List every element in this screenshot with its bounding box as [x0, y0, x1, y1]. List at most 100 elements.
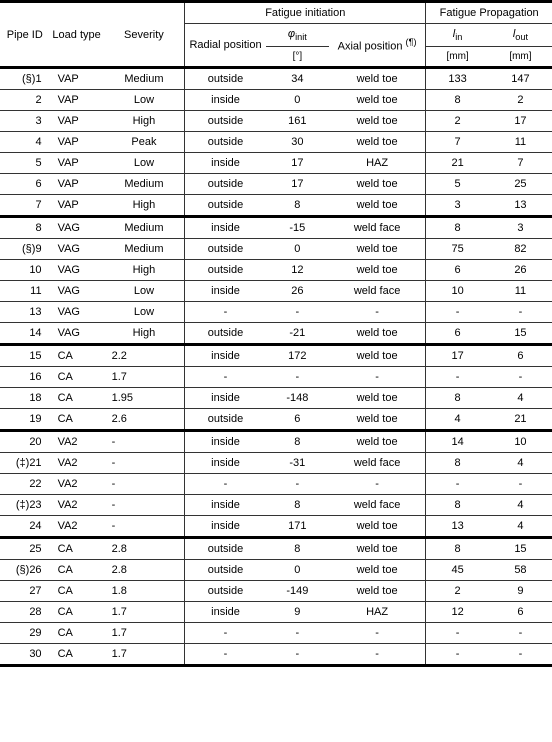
- cell-lout: 25: [489, 174, 552, 195]
- table-row: (§)26CA2.8outside0weld toe4558: [0, 560, 552, 581]
- cell-severity: 1.7: [104, 367, 185, 388]
- cell-radial: inside: [185, 453, 266, 474]
- cell-axial: weld toe: [329, 174, 426, 195]
- cell-severity: 2.8: [104, 538, 185, 560]
- cell-axial: weld toe: [329, 409, 426, 431]
- table-body: (§)1VAPMediumoutside34weld toe1331472VAP…: [0, 68, 552, 666]
- table-row: 25CA2.8outside8weld toe815: [0, 538, 552, 560]
- cell-radial: -: [185, 367, 266, 388]
- cell-lin: 2: [426, 111, 489, 132]
- cell-pipe-id: (§)9: [0, 239, 50, 260]
- cell-pipe-id: 28: [0, 602, 50, 623]
- cell-severity: 1.7: [104, 623, 185, 644]
- cell-lout: 21: [489, 409, 552, 431]
- cell-phi: 8: [266, 431, 329, 453]
- cell-load-type: CA: [50, 538, 104, 560]
- cell-lout: -: [489, 474, 552, 495]
- cell-phi: 34: [266, 68, 329, 90]
- cell-pipe-id: 4: [0, 132, 50, 153]
- cell-load-type: CA: [50, 367, 104, 388]
- cell-phi: -15: [266, 217, 329, 239]
- cell-lin: 45: [426, 560, 489, 581]
- cell-lout: 7: [489, 153, 552, 174]
- hdr-radial-position: Radial position: [185, 24, 266, 68]
- cell-load-type: CA: [50, 345, 104, 367]
- cell-lout: 26: [489, 260, 552, 281]
- cell-lin: 75: [426, 239, 489, 260]
- cell-pipe-id: 20: [0, 431, 50, 453]
- cell-axial: weld toe: [329, 90, 426, 111]
- cell-radial: outside: [185, 174, 266, 195]
- cell-load-type: VAP: [50, 111, 104, 132]
- cell-radial: inside: [185, 602, 266, 623]
- cell-lin: 133: [426, 68, 489, 90]
- cell-lout: 11: [489, 281, 552, 302]
- cell-severity: Medium: [104, 174, 185, 195]
- cell-pipe-id: (‡)23: [0, 495, 50, 516]
- cell-lin: 7: [426, 132, 489, 153]
- table-row: (§)1VAPMediumoutside34weld toe133147: [0, 68, 552, 90]
- table-row: (§)9VAGMediumoutside0weld toe7582: [0, 239, 552, 260]
- hdr-fatigue-initiation: Fatigue initiation: [185, 2, 426, 24]
- cell-radial: inside: [185, 345, 266, 367]
- cell-axial: weld toe: [329, 431, 426, 453]
- cell-load-type: VAG: [50, 323, 104, 345]
- cell-lout: 15: [489, 323, 552, 345]
- cell-severity: 2.2: [104, 345, 185, 367]
- cell-pipe-id: 18: [0, 388, 50, 409]
- cell-lout: -: [489, 367, 552, 388]
- cell-load-type: VAG: [50, 239, 104, 260]
- cell-phi: 30: [266, 132, 329, 153]
- cell-pipe-id: 16: [0, 367, 50, 388]
- cell-lin: 6: [426, 323, 489, 345]
- table-row: 30CA1.7-----: [0, 644, 552, 666]
- cell-severity: Low: [104, 153, 185, 174]
- cell-lin: 14: [426, 431, 489, 453]
- cell-axial: -: [329, 367, 426, 388]
- hdr-phi-unit: [°]: [266, 47, 329, 68]
- cell-load-type: VA2: [50, 431, 104, 453]
- cell-radial: -: [185, 644, 266, 666]
- hdr-fatigue-propagation: Fatigue Propagation: [426, 2, 552, 24]
- cell-lin: 17: [426, 345, 489, 367]
- cell-load-type: CA: [50, 560, 104, 581]
- cell-axial: weld toe: [329, 111, 426, 132]
- cell-phi: 8: [266, 495, 329, 516]
- cell-axial: -: [329, 644, 426, 666]
- cell-load-type: VAP: [50, 153, 104, 174]
- cell-load-type: VAG: [50, 260, 104, 281]
- fatigue-table: Pipe ID Load type Severity Fatigue initi…: [0, 0, 552, 667]
- cell-lout: 147: [489, 68, 552, 90]
- cell-lout: 15: [489, 538, 552, 560]
- cell-radial: inside: [185, 281, 266, 302]
- cell-lout: 4: [489, 453, 552, 474]
- cell-phi: -149: [266, 581, 329, 602]
- cell-lout: 17: [489, 111, 552, 132]
- cell-pipe-id: 13: [0, 302, 50, 323]
- cell-lout: 9: [489, 581, 552, 602]
- cell-load-type: VAP: [50, 68, 104, 90]
- cell-lin: -: [426, 623, 489, 644]
- cell-severity: Low: [104, 281, 185, 302]
- cell-lin: 5: [426, 174, 489, 195]
- cell-radial: outside: [185, 323, 266, 345]
- cell-lin: -: [426, 644, 489, 666]
- hdr-pipe-id: Pipe ID: [0, 2, 50, 68]
- table-row: 11VAGLowinside26weld face1011: [0, 281, 552, 302]
- table-row: 19CA2.6outside6weld toe421: [0, 409, 552, 431]
- cell-pipe-id: 22: [0, 474, 50, 495]
- cell-pipe-id: 8: [0, 217, 50, 239]
- cell-lout: 6: [489, 602, 552, 623]
- cell-load-type: VAG: [50, 281, 104, 302]
- cell-pipe-id: 11: [0, 281, 50, 302]
- cell-axial: HAZ: [329, 153, 426, 174]
- cell-load-type: VAP: [50, 90, 104, 111]
- cell-phi: 8: [266, 195, 329, 217]
- cell-lin: -: [426, 367, 489, 388]
- cell-radial: outside: [185, 195, 266, 217]
- cell-axial: weld toe: [329, 323, 426, 345]
- cell-severity: High: [104, 323, 185, 345]
- table-row: 2VAPLowinside0weld toe82: [0, 90, 552, 111]
- cell-severity: Low: [104, 302, 185, 323]
- table-row: 27CA1.8outside-149weld toe29: [0, 581, 552, 602]
